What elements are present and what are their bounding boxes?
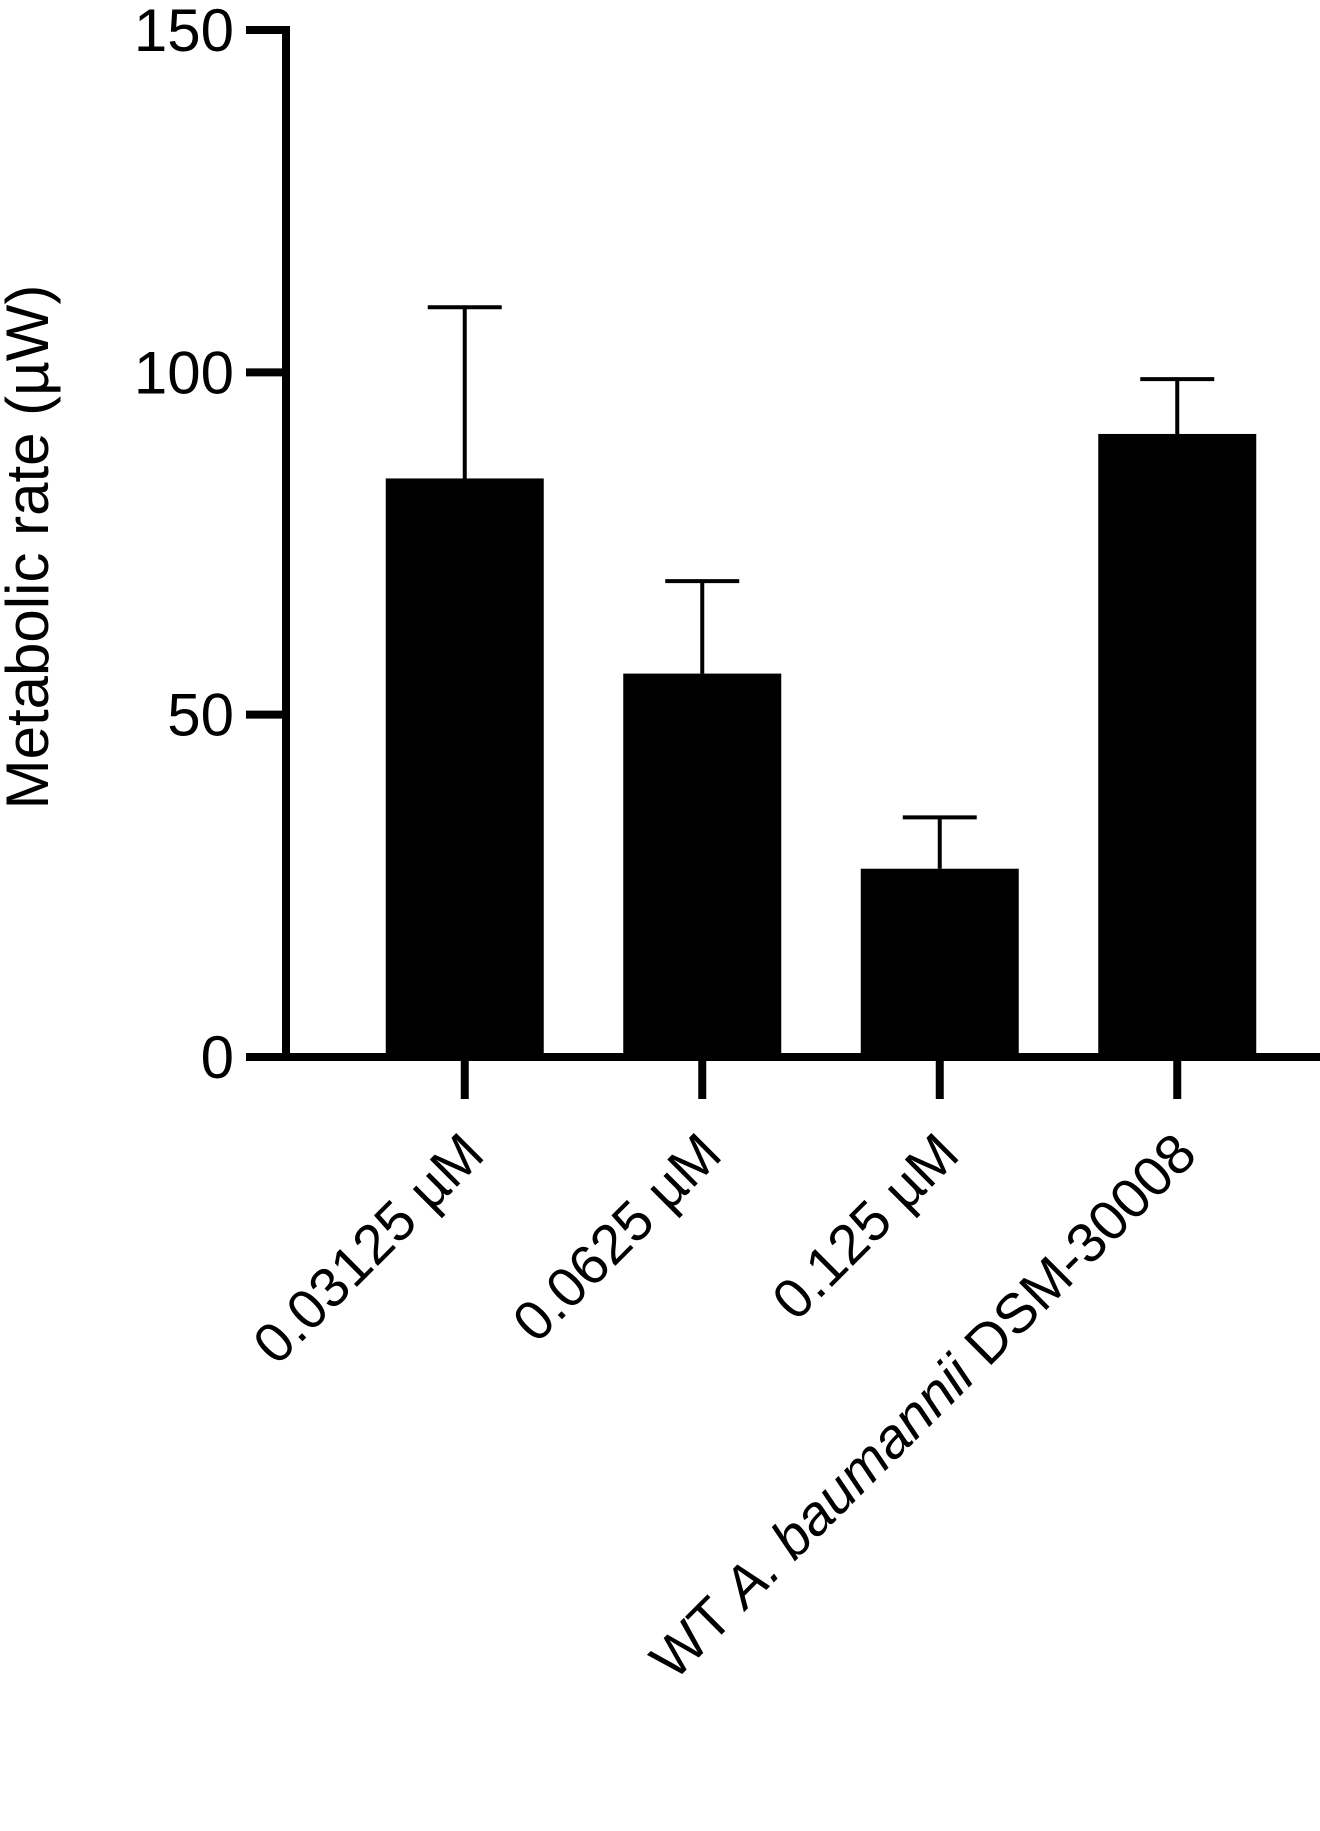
bar-2 xyxy=(860,868,1019,1057)
axes-layer xyxy=(246,26,1320,1099)
x-tick-label-2-part-0: 0.125 µM xyxy=(760,1121,970,1331)
bars-layer xyxy=(385,433,1257,1057)
x-tick-label-1-part-0: 0.0625 µM xyxy=(500,1121,732,1353)
y-tick-label-3: 150 xyxy=(134,0,234,64)
bar-1 xyxy=(623,673,782,1057)
error-bars-layer xyxy=(427,305,1215,869)
error-bar-1 xyxy=(665,579,740,674)
x-tick-label-3-part-1: A. baumannii xyxy=(708,1342,987,1621)
error-bar-0 xyxy=(427,305,502,479)
y-tick-label-1: 50 xyxy=(167,682,234,749)
y-tick-label-2: 100 xyxy=(134,339,234,406)
bar-3 xyxy=(1098,433,1257,1057)
x-tick-label-0-part-0: 0.03125 µM xyxy=(241,1121,495,1375)
x-tick-label-2: 0.125 µM xyxy=(760,1121,970,1331)
y-axis-label: Metabolic rate (µW) xyxy=(0,285,61,810)
x-tick-label-1: 0.0625 µM xyxy=(500,1121,732,1353)
y-tick-label-0: 0 xyxy=(201,1024,234,1091)
error-bar-2 xyxy=(902,815,977,869)
x-tick-label-0: 0.03125 µM xyxy=(241,1121,495,1375)
error-bar-3 xyxy=(1140,377,1215,434)
x-tick-label-3-part-2: DSM-30008 xyxy=(941,1121,1208,1388)
bar-0 xyxy=(385,478,544,1057)
